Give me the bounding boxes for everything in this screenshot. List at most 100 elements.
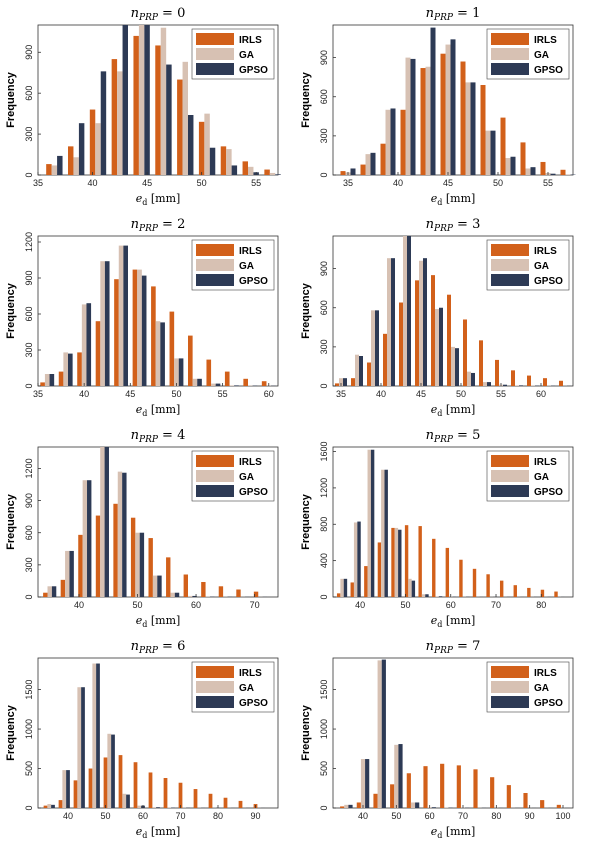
bar-ga: [211, 383, 216, 386]
y-tick-label: 1200: [24, 232, 34, 252]
bar-irls: [242, 161, 248, 175]
legend-label-gpso: GPSO: [534, 65, 563, 76]
y-tick-label: 1000: [24, 719, 34, 739]
bar-irls: [114, 279, 119, 386]
x-tick-label: 45: [125, 389, 135, 399]
legend: IRLS GA GPSO: [486, 661, 570, 713]
y-axis-label: Frequency: [5, 282, 17, 339]
bar-gpso: [215, 383, 221, 386]
panel-title: nPRP = 4: [131, 428, 186, 445]
x-tick-label: 70: [250, 600, 260, 610]
x-tick-label: 50: [391, 811, 401, 821]
x-tick-label: 50: [493, 178, 503, 188]
bar-ga: [95, 123, 101, 175]
legend-swatch-gpso: [491, 63, 529, 75]
bar-ga: [138, 25, 145, 175]
bar-ga: [467, 371, 471, 386]
bar-gpso: [104, 447, 109, 597]
bar-irls: [390, 784, 395, 808]
bar-gpso: [348, 804, 353, 808]
bar-irls: [377, 542, 382, 597]
bar-irls: [188, 335, 193, 386]
legend-label-gpso: GPSO: [239, 276, 268, 287]
legend-label-gpso: GPSO: [534, 698, 563, 709]
bar-ga: [410, 802, 416, 808]
bar-ga: [403, 236, 407, 386]
legend-label-ga: GA: [534, 50, 549, 61]
bar-irls: [148, 538, 153, 597]
bar-gpso: [192, 595, 197, 597]
bar-irls: [360, 164, 366, 175]
bar-gpso: [234, 385, 239, 386]
bar-ga: [377, 660, 382, 808]
bar-ga: [248, 166, 254, 175]
bar-ga: [565, 174, 571, 175]
bar-gpso: [81, 687, 85, 808]
legend-swatch-ga: [196, 681, 234, 693]
bar-ga: [100, 447, 105, 597]
y-tick-label: 800: [319, 517, 329, 532]
legend-label-irls: IRLS: [534, 246, 557, 257]
bar-irls: [463, 319, 467, 386]
y-axis-label: Frequency: [5, 704, 17, 761]
y-axis-label: Frequency: [300, 493, 312, 550]
x-tick-label: 40: [376, 389, 386, 399]
bar-ga: [365, 154, 371, 175]
legend-swatch-irls: [491, 666, 529, 678]
y-tick-label: 600: [319, 300, 329, 315]
bar-ga: [62, 770, 67, 808]
bar-irls: [95, 515, 101, 597]
bar-gpso: [398, 529, 402, 597]
x-tick-label: 40: [358, 811, 368, 821]
bar-irls: [406, 773, 411, 808]
y-tick-label: 0: [319, 594, 329, 599]
bar-gpso: [87, 480, 92, 597]
bar-irls: [95, 321, 101, 386]
x-tick-label: 90: [250, 811, 260, 821]
bar-gpso: [126, 794, 130, 808]
bar-ga: [385, 109, 391, 175]
bar-ga: [92, 663, 97, 808]
legend-swatch-irls: [196, 33, 234, 45]
bar-irls: [238, 800, 243, 808]
bar-irls: [68, 146, 74, 175]
legend-swatch-gpso: [196, 63, 234, 75]
bar-gpso: [415, 802, 420, 808]
histogram-panel-4: 40 50 60 70 0 300 600 900 1200 nPRP = 4 Frequency e…: [5, 428, 279, 629]
bar-ga: [160, 27, 167, 176]
bar-ga: [192, 378, 198, 386]
bar-ga: [44, 374, 50, 386]
bar-irls: [40, 382, 45, 386]
bar-ga: [339, 378, 343, 386]
legend-swatch-gpso: [196, 696, 234, 708]
bar-gpso: [123, 245, 128, 386]
x-tick-label: 50: [133, 600, 143, 610]
bar-ga: [435, 596, 439, 597]
x-tick-label: 40: [63, 811, 73, 821]
bar-irls: [500, 117, 506, 175]
y-tick-label: 0: [319, 172, 329, 177]
y-tick-label: 1500: [319, 680, 329, 700]
bar-gpso: [178, 358, 184, 386]
bar-gpso: [438, 596, 443, 597]
bar-gpso: [530, 167, 536, 175]
legend-swatch-gpso: [196, 485, 234, 497]
x-tick-label: 40: [88, 178, 98, 188]
y-tick-label: 1200: [24, 458, 34, 478]
legend-swatch-ga: [196, 259, 234, 271]
x-tick-label: 45: [142, 178, 152, 188]
y-tick-label: 0: [24, 594, 34, 599]
bar-irls: [132, 269, 138, 386]
bar-ga: [367, 449, 371, 597]
bar-ga: [118, 245, 124, 386]
x-tick-label: 50: [100, 811, 110, 821]
bar-gpso: [66, 770, 70, 808]
x-tick-label: 60: [191, 600, 201, 610]
y-tick-label: 300: [24, 342, 34, 357]
x-tick-label: 80: [491, 811, 501, 821]
x-axis-label: ed [mm]: [431, 614, 476, 629]
y-tick-label: 900: [24, 493, 34, 508]
bar-irls: [60, 579, 66, 597]
y-tick-label: 900: [24, 45, 34, 60]
